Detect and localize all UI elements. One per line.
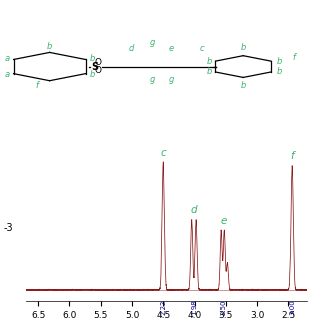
- Text: b: b: [241, 81, 246, 90]
- Text: a: a: [4, 70, 10, 79]
- Text: b: b: [276, 68, 282, 76]
- Text: f: f: [293, 53, 296, 62]
- Text: e: e: [169, 44, 174, 53]
- Text: b: b: [241, 44, 246, 52]
- Text: b: b: [89, 54, 95, 63]
- Text: b: b: [276, 57, 282, 66]
- Text: O: O: [94, 58, 101, 67]
- Text: c: c: [160, 148, 166, 158]
- Text: b: b: [47, 42, 52, 51]
- Text: O: O: [94, 66, 101, 75]
- Text: f: f: [290, 151, 294, 161]
- Text: -3: -3: [3, 223, 13, 233]
- Text: g: g: [149, 75, 155, 84]
- Text: b: b: [206, 68, 212, 76]
- Text: e: e: [221, 216, 227, 226]
- Text: 3.00: 3.00: [289, 299, 295, 315]
- Text: b: b: [89, 70, 95, 79]
- Text: g: g: [169, 75, 174, 84]
- Text: a: a: [4, 54, 10, 63]
- Text: d: d: [129, 44, 134, 53]
- Text: 2.50: 2.50: [221, 299, 227, 315]
- Text: c: c: [199, 44, 204, 53]
- Text: 1.98: 1.98: [191, 299, 197, 315]
- Text: d: d: [191, 205, 197, 215]
- Text: b: b: [206, 57, 212, 66]
- Text: S: S: [91, 61, 98, 72]
- Text: f: f: [35, 81, 38, 90]
- Text: 2.22: 2.22: [160, 299, 166, 315]
- Text: g: g: [149, 38, 155, 47]
